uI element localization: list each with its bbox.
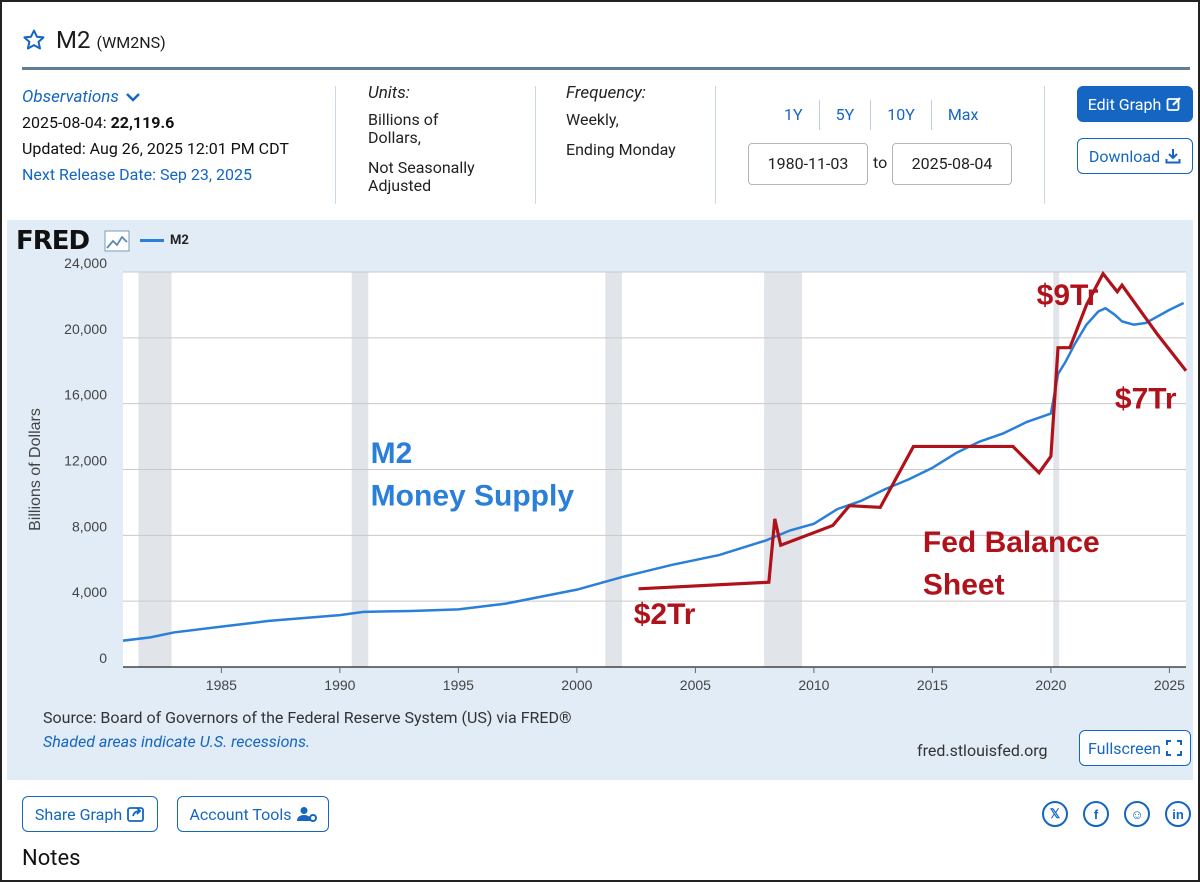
x-tick-label: 2005 [680,677,711,693]
y-tick-label: 24,000 [64,255,107,271]
download-label: Download [1088,146,1161,166]
legend-swatch [140,239,164,242]
chart-annotation: Money Supply [371,480,575,513]
account-tools-label: Account Tools [189,804,292,824]
star-icon[interactable] [22,28,46,52]
x-tick-label: 1990 [324,677,355,693]
chart-annotation: $9Tr [1037,279,1099,312]
units-line: Billions of [368,110,439,129]
y-tick-label: 16,000 [64,387,107,403]
y-tick-label: 8,000 [72,518,107,534]
frequency-panel: Frequency: Weekly, Ending Monday [566,84,676,159]
frequency-label: Frequency: [566,83,646,103]
divider [335,86,336,204]
chart-annotation: M2 [371,437,413,470]
y-tick-label: 20,000 [64,321,107,337]
fred-logo: FRED [16,226,90,256]
notes-heading: Notes [22,846,81,871]
to-label: to [873,153,888,172]
edit-graph-label: Edit Graph [1087,94,1162,114]
m2-series-line [122,301,1185,642]
observations-label: Observations [22,87,119,107]
edit-graph-button[interactable]: Edit Graph [1077,86,1193,122]
chart-annotation: $7Tr [1115,383,1177,416]
x-tick-label: 2025 [1154,677,1185,693]
latest-date: 2025-08-04: [22,113,107,132]
header-divider [22,67,1190,70]
updated-text: Updated: Aug 26, 2025 12:01 PM CDT [22,139,289,158]
y-tick-label: 12,000 [64,453,107,469]
fullscreen-icon [1165,740,1182,756]
chart-annotation: Sheet [923,569,1005,602]
end-date-input[interactable]: 2025-08-04 [892,143,1012,185]
facebook-share-icon[interactable]: f [1083,801,1109,827]
latest-observation: 2025-08-04: 22,119.6 [22,110,289,136]
site-url: fred.stlouisfed.org [917,741,1048,760]
series-code: (WM2NS) [96,32,166,52]
range-max-button[interactable]: Max [930,100,995,130]
x-share-icon[interactable]: 𝕏 [1042,801,1068,827]
divider [1044,86,1045,204]
y-axis-label: Billions of Dollars [27,408,44,531]
download-button[interactable]: Download [1077,138,1193,174]
observations-dropdown[interactable]: Observations [22,84,289,110]
range-1y-button[interactable]: 1Y [784,105,803,124]
linkedin-share-icon[interactable]: in [1165,801,1191,827]
x-tick-label: 1985 [206,677,237,693]
y-tick-label: 4,000 [72,584,107,600]
page-title: M2 [56,26,91,54]
x-tick-label: 2010 [798,677,829,693]
frequency-line: Ending Monday [566,140,676,159]
share-graph-button[interactable]: Share Graph [22,796,158,832]
range-5y-button[interactable]: 5Y [818,100,871,130]
download-icon [1165,149,1181,164]
range-buttons: 1Y 5Y 10Y Max [768,100,994,130]
y-tick-label: 0 [99,650,107,666]
frequency-line: Weekly, [566,110,619,129]
fullscreen-label: Fullscreen [1088,738,1161,758]
chart-annotation: Fed Balance [923,526,1100,559]
user-gear-icon [296,807,317,822]
next-release-link[interactable]: Next Release Date: Sep 23, 2025 [22,165,252,184]
chevron-down-icon [126,93,140,102]
chart-legend: M2 [140,233,189,248]
range-10y-button[interactable]: 10Y [870,100,931,130]
legend-label: M2 [170,233,189,248]
units-line: Dollars, [368,128,421,147]
edit-icon [1166,97,1182,111]
source-note: Source: Board of Governors of the Federa… [43,708,572,727]
units-line: Not Seasonally [368,158,475,177]
x-tick-label: 2015 [917,677,948,693]
start-date-input[interactable]: 1980-11-03 [748,143,868,185]
latest-value: 22,119.6 [110,113,175,132]
observations-panel: Observations 2025-08-04: 22,119.6 Update… [22,84,289,188]
chart-annotation: $2Tr [634,598,696,631]
x-tick-label: 1995 [443,677,474,693]
x-tick-label: 2020 [1035,677,1066,693]
share-icon [127,807,145,822]
share-graph-label: Share Graph [34,804,123,824]
chart-icon [104,230,130,252]
units-line: Adjusted [368,176,432,195]
account-tools-button[interactable]: Account Tools [177,796,329,832]
series-title: M2 (WM2NS) [22,26,166,54]
divider [535,86,536,204]
divider [715,86,716,204]
units-panel: Units: Billions of Dollars, Not Seasonal… [368,84,475,195]
x-tick-label: 2000 [561,677,592,693]
units-label: Units: [368,83,410,103]
recession-note[interactable]: Shaded areas indicate U.S. recessions. [43,732,311,751]
fullscreen-button[interactable]: Fullscreen [1079,730,1191,766]
reddit-share-icon[interactable]: ☺ [1124,801,1150,827]
fed-balance-sheet-line [638,270,1188,591]
